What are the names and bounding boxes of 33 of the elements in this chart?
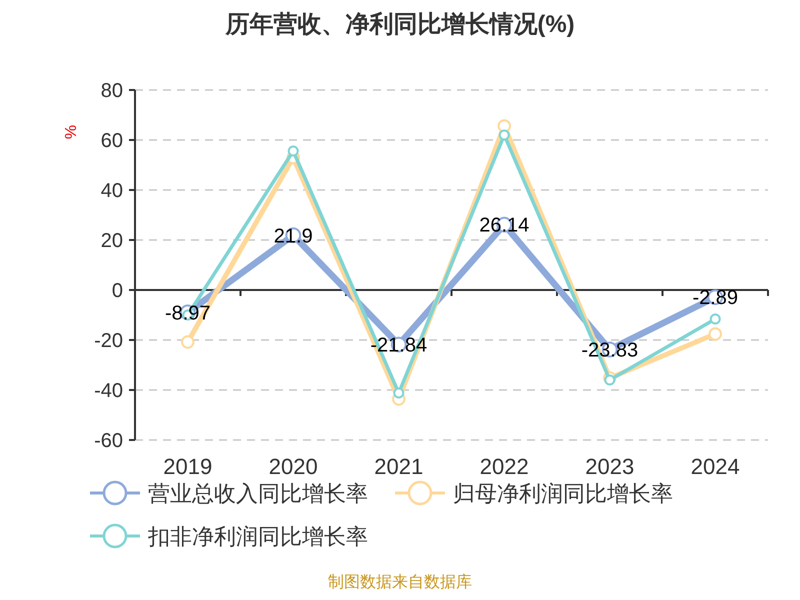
point (708, 327, 722, 341)
legend-label: 归母净利润同比增长率 (453, 481, 673, 506)
point (498, 130, 510, 140)
y-tick-label: 40 (100, 180, 123, 202)
x-tick-label: 2022 (480, 454, 529, 479)
point (393, 388, 404, 398)
point (710, 314, 721, 324)
x-tick-label: 2024 (690, 454, 740, 479)
y-tick-label: 80 (100, 80, 123, 102)
x-tick-label: 2021 (374, 454, 424, 479)
data-label: -2.89 (692, 287, 738, 310)
y-axis-title: % (63, 124, 80, 140)
data-label: -23.83 (581, 340, 638, 362)
chart-title: 历年营收、净利同比增长情况(%) (224, 11, 575, 38)
data-label: -21.84 (370, 334, 428, 357)
x-tick-label: 2020 (268, 454, 318, 479)
y-tick-label: -20 (94, 330, 123, 352)
y-tick-label: 0 (112, 280, 123, 302)
data-label: 21.9 (274, 225, 313, 248)
x-tick-label: 2019 (163, 454, 212, 479)
legend-label: 营业总收入同比增长率 (148, 481, 368, 506)
y-tick-label: -40 (94, 380, 123, 402)
y-tick-label: 20 (100, 230, 123, 252)
data-label: 26.14 (479, 214, 530, 237)
point (288, 146, 299, 156)
point (181, 335, 194, 349)
y-tick-label: 60 (100, 130, 123, 152)
data-label: -8.97 (164, 302, 211, 324)
text: 制图数据来自数据库 (328, 573, 472, 591)
y-tick-label: -60 (94, 430, 123, 452)
legend-label: 扣非净利润同比增长率 (147, 524, 368, 549)
point (604, 374, 616, 386)
x-tick-label: 2023 (585, 454, 634, 479)
